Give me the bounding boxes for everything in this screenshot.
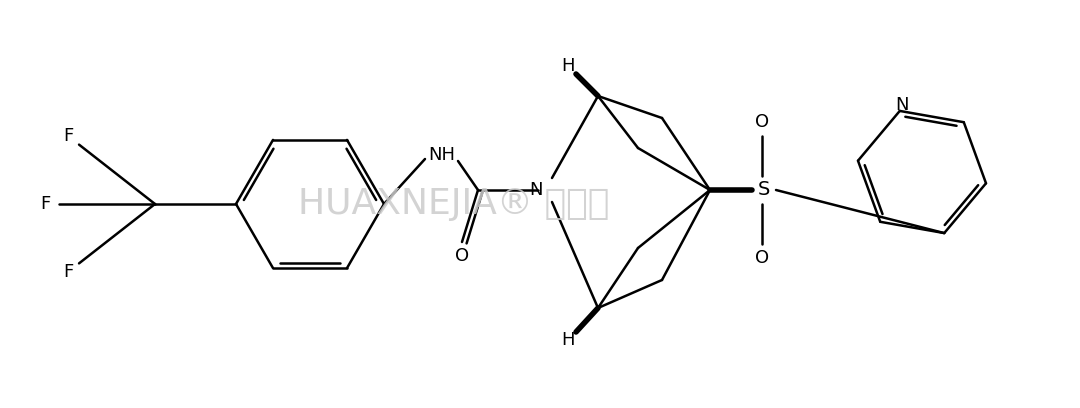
Text: O: O (755, 113, 769, 131)
Text: F: F (40, 195, 50, 213)
Text: F: F (63, 127, 73, 145)
Text: N: N (895, 96, 908, 114)
Text: O: O (455, 247, 469, 265)
Text: S: S (758, 180, 770, 200)
Text: H: H (562, 57, 575, 75)
Text: N: N (529, 181, 543, 199)
Text: H: H (562, 331, 575, 349)
Text: O: O (755, 249, 769, 267)
Text: HUAXNEJIA® 化学加: HUAXNEJIA® 化学加 (298, 187, 609, 221)
Text: F: F (63, 263, 73, 281)
Text: NH: NH (429, 146, 456, 164)
